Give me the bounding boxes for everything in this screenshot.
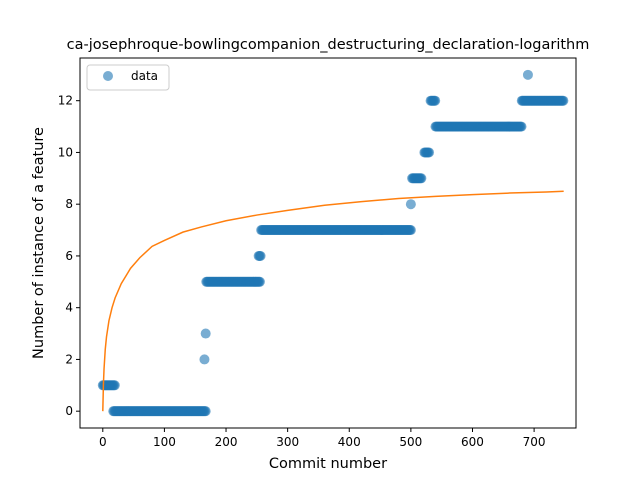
data-point	[430, 95, 441, 106]
data-point	[522, 69, 533, 80]
x-axis-label: Commit number	[269, 456, 387, 472]
y-axis-label: Number of instance of a feature	[31, 127, 47, 359]
x-tick-label: 200	[215, 435, 238, 449]
data-point	[424, 147, 435, 158]
y-tick-label: 2	[65, 352, 73, 366]
y-tick-label: 0	[65, 404, 73, 418]
x-tick-label: 100	[153, 435, 176, 449]
y-tick-label: 6	[65, 249, 73, 263]
y-tick-label: 12	[58, 94, 73, 108]
x-tick-label: 300	[276, 435, 299, 449]
fit-line-layer	[102, 190, 564, 412]
x-tick-label: 500	[399, 435, 422, 449]
data-point	[516, 121, 527, 132]
plot-frame	[79, 57, 577, 429]
data-point	[416, 173, 427, 184]
legend-label-data: data	[131, 69, 158, 83]
y-tick-label: 10	[58, 145, 73, 159]
x-tick-label: 400	[338, 435, 361, 449]
data-point	[199, 354, 210, 365]
legend-marker-data	[103, 71, 113, 81]
fit-line	[102, 190, 564, 412]
y-tick-label: 8	[65, 197, 73, 211]
data-point	[200, 406, 211, 417]
x-tick-label: 0	[99, 435, 107, 449]
data-point	[405, 225, 416, 236]
chart-title: ca-josephroque-bowlingcompanion_destruct…	[67, 37, 590, 53]
x-tick-label: 600	[461, 435, 484, 449]
data-point	[405, 199, 416, 210]
data-point	[558, 95, 569, 106]
data-points	[97, 69, 569, 417]
data-point	[109, 380, 120, 391]
y-axis-ticks: 0 2 4 6 8 10 12	[58, 94, 80, 418]
y-tick-label: 4	[65, 301, 73, 315]
data-point	[254, 276, 265, 287]
plot-area	[80, 58, 576, 428]
x-axis-ticks: 0 100 200 300 400 500 600 700	[99, 428, 546, 449]
legend: data	[86, 64, 170, 91]
data-point	[200, 328, 211, 339]
x-tick-label: 700	[523, 435, 546, 449]
data-point	[255, 250, 266, 261]
